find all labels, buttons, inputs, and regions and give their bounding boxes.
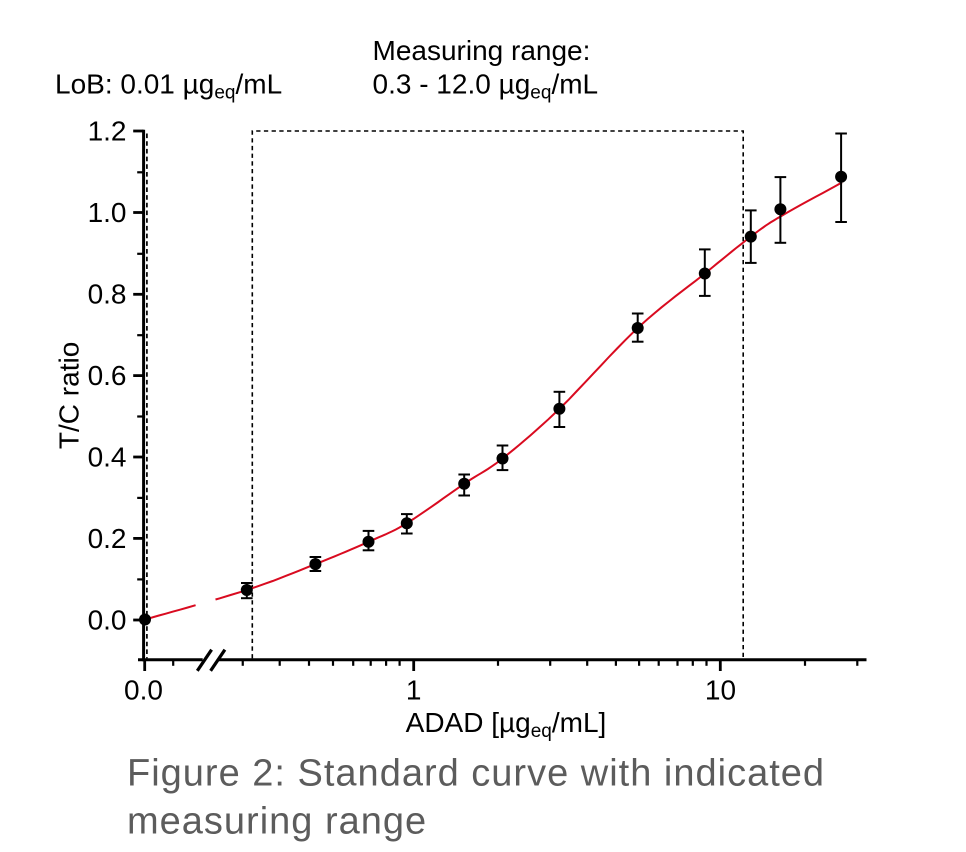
svg-text:0.0: 0.0 bbox=[88, 604, 127, 635]
svg-text:measuring range: measuring range bbox=[127, 801, 427, 843]
svg-text:10: 10 bbox=[705, 674, 736, 705]
svg-text:0.0: 0.0 bbox=[124, 674, 163, 705]
svg-text:Figure 2: Standard curve with: Figure 2: Standard curve with indicated bbox=[127, 753, 825, 795]
svg-text:Measuring range:: Measuring range: bbox=[373, 35, 591, 66]
svg-text:LoB: 0.01 µgeq/mL: LoB: 0.01 µgeq/mL bbox=[55, 69, 282, 104]
svg-text:0.4: 0.4 bbox=[88, 441, 127, 472]
svg-text:1.2: 1.2 bbox=[88, 115, 127, 146]
svg-text:T/C ratio: T/C ratio bbox=[54, 342, 85, 449]
svg-text:0.3 - 12.0 µgeq/mL: 0.3 - 12.0 µgeq/mL bbox=[373, 69, 599, 104]
svg-text:1.0: 1.0 bbox=[88, 197, 127, 228]
svg-text:0.2: 0.2 bbox=[88, 523, 127, 554]
svg-text:0.8: 0.8 bbox=[88, 279, 127, 310]
svg-text:1: 1 bbox=[406, 674, 422, 705]
svg-text:0.6: 0.6 bbox=[88, 360, 127, 391]
svg-text:ADAD [µgeq/mL]: ADAD [µgeq/mL] bbox=[406, 707, 607, 742]
